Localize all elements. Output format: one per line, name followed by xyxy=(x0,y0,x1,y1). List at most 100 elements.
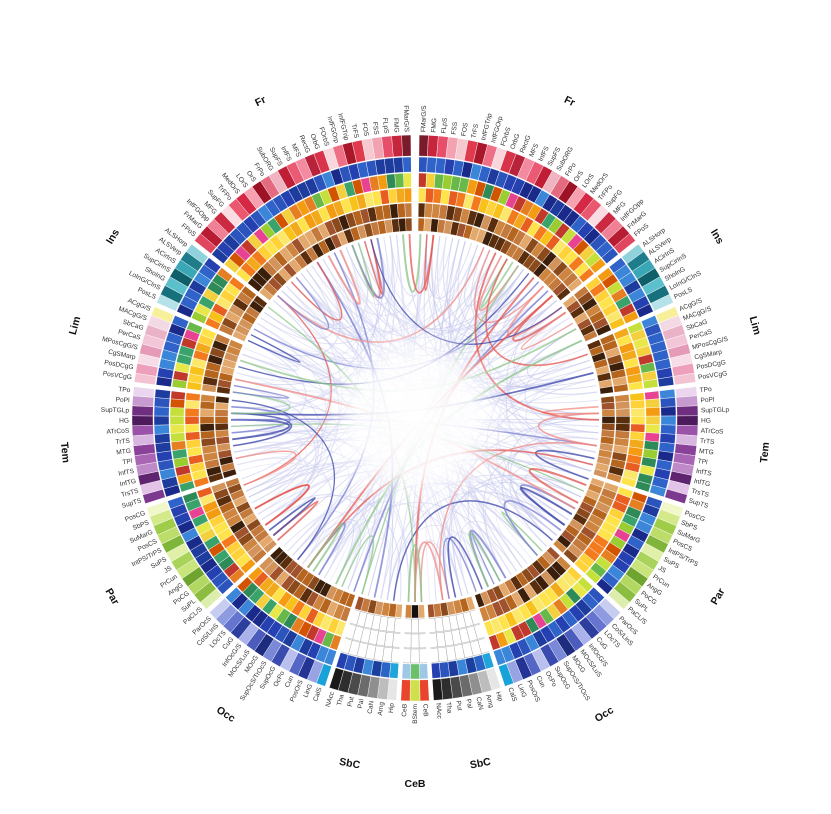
metric-cell xyxy=(615,416,631,425)
region-label: Pal xyxy=(464,698,473,709)
connection xyxy=(307,522,344,572)
region-label: SupTGLp xyxy=(101,407,130,415)
metric-cell xyxy=(582,330,599,343)
metric-cell xyxy=(644,432,660,443)
metric-cell xyxy=(423,218,432,232)
lobe-separator xyxy=(327,595,359,688)
metric-cell xyxy=(426,603,435,618)
metric-cell xyxy=(397,203,406,218)
connection xyxy=(234,447,301,498)
metric-cell xyxy=(391,218,400,233)
metric-cell xyxy=(169,424,185,434)
region-label: MTG xyxy=(116,448,131,457)
region-label: NAcc xyxy=(325,690,336,708)
metric-cell xyxy=(410,648,420,664)
connection xyxy=(327,249,361,305)
connection xyxy=(468,531,501,588)
region-label: SupTGLp xyxy=(701,407,730,415)
metric-cell xyxy=(153,406,170,417)
metric-cell xyxy=(199,416,215,425)
metric-cell xyxy=(199,408,215,417)
metric-cell xyxy=(417,202,426,218)
connection xyxy=(341,535,375,595)
metric-cell xyxy=(394,173,405,189)
metric-cell xyxy=(153,415,170,426)
lobe-label-sbc_l: SbC xyxy=(338,756,361,772)
connection xyxy=(537,412,599,447)
region-label: TrsTS xyxy=(691,488,710,499)
metric-cell xyxy=(601,416,616,424)
connection xyxy=(277,277,330,330)
region-label: Hip xyxy=(494,691,504,703)
metric-cell xyxy=(214,409,229,417)
connection xyxy=(480,258,514,310)
metric-cell xyxy=(404,202,413,218)
metric-cell xyxy=(154,397,170,408)
region-label: Cun xyxy=(535,675,547,689)
metric-cell xyxy=(169,415,185,425)
metric-cell xyxy=(556,287,572,302)
metric-cell xyxy=(437,646,448,663)
lobe-separator xyxy=(592,475,684,509)
connection xyxy=(520,311,574,350)
connection xyxy=(503,500,562,556)
connection xyxy=(509,311,594,466)
lobe-separator xyxy=(600,382,696,396)
lobe-label-occ_l: Occ xyxy=(214,704,237,725)
lobe-separator xyxy=(472,595,506,687)
metric-cell xyxy=(185,431,201,441)
connection xyxy=(510,431,599,541)
region-label: FMG xyxy=(392,118,400,133)
metric-cell xyxy=(417,172,427,188)
metric-cell xyxy=(353,595,365,611)
connection xyxy=(295,242,369,319)
connection xyxy=(260,235,393,345)
lobe-separator xyxy=(600,384,697,398)
region-label: TPl xyxy=(697,458,708,466)
lobe-separator xyxy=(155,302,245,344)
region-label: Tha xyxy=(336,693,346,706)
metric-cell xyxy=(660,397,676,408)
metric-cell xyxy=(615,408,631,417)
lobe-separator xyxy=(425,604,434,701)
region-label: TrsTS xyxy=(120,488,139,499)
region-label: SupTS xyxy=(688,497,710,510)
lobe-separator xyxy=(471,595,503,688)
region-label: Amg xyxy=(484,694,494,709)
parcellation-cell xyxy=(417,134,429,157)
connection xyxy=(254,484,310,526)
metric-cell xyxy=(645,398,660,409)
metric-cell xyxy=(185,399,200,409)
metric-cell xyxy=(438,661,451,678)
lobe-separator xyxy=(398,604,407,701)
region-label: PosDCgG xyxy=(696,359,726,371)
lobe-label-ins_l: Ins xyxy=(104,227,122,246)
metric-cell xyxy=(615,423,631,432)
region-label: FMarG/S xyxy=(420,105,428,133)
lobe-label-lim_l: Lim xyxy=(67,315,83,336)
lobe-separator xyxy=(324,595,358,687)
connection xyxy=(425,234,473,299)
connection xyxy=(363,239,384,295)
metric-cell xyxy=(630,423,646,433)
parcellation-cell xyxy=(676,415,699,426)
metric-cell xyxy=(426,157,437,174)
data-rings xyxy=(131,134,699,702)
lobe-separator xyxy=(146,475,238,509)
lobe-separator xyxy=(410,135,414,232)
metric-cell xyxy=(199,423,215,432)
parcellation-cell xyxy=(131,425,154,437)
parcellation-cell xyxy=(676,405,699,417)
region-label: TrTS xyxy=(700,438,716,446)
metric-cell xyxy=(170,432,186,443)
region-label: Amg xyxy=(377,701,386,716)
connection xyxy=(232,384,290,399)
metric-cell xyxy=(384,157,395,174)
metric-cell xyxy=(199,400,215,410)
region-label: CalS xyxy=(506,687,518,703)
metric-cell xyxy=(615,400,631,410)
region-label: TPo xyxy=(699,386,712,394)
region-label: CalS xyxy=(312,686,324,702)
region-label: CeB xyxy=(401,703,408,717)
region-label: InfTS xyxy=(118,468,135,478)
